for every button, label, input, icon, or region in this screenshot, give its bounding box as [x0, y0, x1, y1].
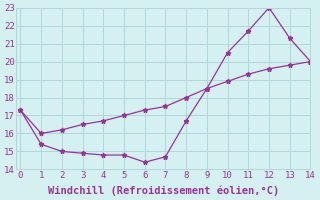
X-axis label: Windchill (Refroidissement éolien,°C): Windchill (Refroidissement éolien,°C)	[48, 185, 279, 196]
